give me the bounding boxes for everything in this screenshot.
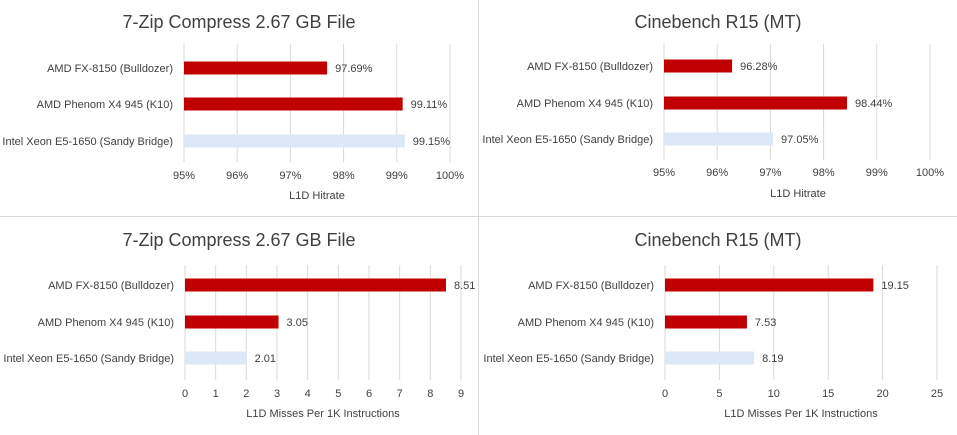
x-tick-label: 100% (436, 170, 464, 182)
bar (664, 132, 774, 146)
bar (184, 61, 328, 75)
bar (664, 96, 848, 110)
x-tick-label: 99% (386, 170, 408, 182)
category-label: AMD Phenom X4 945 (K10) (518, 317, 654, 329)
x-tick-label: 97% (759, 167, 781, 179)
chart-svg: 7-Zip Compress 2.67 GB File 0 1 2 3 4 5 6 7 8 9 AM… (3, 230, 475, 420)
bar (185, 315, 279, 329)
bar (185, 278, 446, 292)
x-tick-label: 8 (427, 388, 433, 400)
plot-area: 0 1 2 3 4 5 6 7 8 9 AMD FX-8150 (Bulldozer) 8.51 AMD… (3, 265, 475, 400)
data-label: 8.19 (762, 353, 783, 365)
plot-area: 95% 96% 97% 98% 99% 100% AMD FX-8150 (Bulldoze… (482, 44, 944, 179)
x-tick-label: 1 (213, 388, 219, 400)
chart-panel-zip-misses: 7-Zip Compress 2.67 GB File 0 1 2 3 4 5 6 7 8 9 AM… (0, 217, 479, 435)
category-label: AMD Phenom X4 945 (K10) (38, 317, 174, 329)
x-tick-label: 95% (653, 167, 675, 179)
x-tick-label: 2 (243, 388, 249, 400)
data-label: 3.05 (287, 317, 308, 329)
chart-svg: Cinebench R15 (MT) 0 5 10 15 20 25 AMD FX-8150… (483, 230, 943, 420)
data-label: 99.11% (411, 99, 448, 111)
chart-panel-zip-hitrate: 7-Zip Compress 2.67 GB File 95% 96% 97% 98%… (0, 0, 479, 217)
category-label: Intel Xeon E5-1650 (Sandy Bridge) (482, 134, 653, 146)
data-label: 97.05% (781, 134, 819, 146)
data-label: 7.53 (755, 317, 776, 329)
category-label: Intel Xeon E5-1650 (Sandy Bridge) (483, 353, 654, 365)
plot-area: 0 5 10 15 20 25 AMD FX-8150 (Bulldozer) 19.15 AM… (483, 265, 943, 400)
bar (665, 315, 747, 329)
bar (664, 59, 733, 73)
x-tick-label: 5 (335, 388, 341, 400)
chart-panel-cinebench-hitrate: Cinebench R15 (MT) 95% 96% 97% 98% 99% 100% AM… (479, 0, 957, 217)
x-tick-label: 6 (366, 388, 372, 400)
data-label: 97.69% (335, 63, 373, 75)
x-tick-label: 25 (931, 388, 943, 400)
chart-title: Cinebench R15 (MT) (634, 12, 801, 32)
plot-area: 95% 96% 97% 98% 99% 100% AMD FX-8150 (Bulldoze… (2, 44, 464, 182)
category-label: AMD Phenom X4 945 (K10) (517, 98, 653, 110)
chart-svg: 7-Zip Compress 2.67 GB File 95% 96% 97% 98%… (2, 12, 464, 202)
chart-title: 7-Zip Compress 2.67 GB File (122, 230, 355, 250)
bar (665, 351, 755, 365)
x-tick-label: 98% (813, 167, 835, 179)
x-tick-label: 98% (333, 170, 355, 182)
category-label: Intel Xeon E5-1650 (Sandy Bridge) (3, 353, 174, 365)
x-tick-label: 20 (876, 388, 888, 400)
x-axis-label: L1D Misses Per 1K Instructions (246, 408, 400, 420)
chart-title: 7-Zip Compress 2.67 GB File (122, 12, 355, 32)
x-tick-label: 0 (182, 388, 188, 400)
x-tick-label: 96% (226, 170, 248, 182)
chart-panel-cinebench-misses: Cinebench R15 (MT) 0 5 10 15 20 25 AMD FX-8150… (479, 217, 957, 435)
category-label: AMD FX-8150 (Bulldozer) (527, 61, 653, 73)
category-label: AMD Phenom X4 945 (K10) (37, 99, 173, 111)
data-label: 99.15% (413, 136, 451, 148)
data-label: 19.15 (881, 280, 909, 292)
x-axis-label: L1D Hitrate (289, 190, 345, 202)
x-tick-label: 0 (662, 388, 668, 400)
x-tick-label: 95% (173, 170, 195, 182)
bar (185, 351, 247, 365)
data-label: 2.01 (255, 353, 276, 365)
x-tick-label: 5 (716, 388, 722, 400)
x-axis-label: L1D Hitrate (770, 188, 826, 200)
x-tick-label: 9 (458, 388, 464, 400)
chart-svg: Cinebench R15 (MT) 95% 96% 97% 98% 99% 100% AM… (482, 12, 944, 200)
category-label: AMD FX-8150 (Bulldozer) (48, 280, 174, 292)
data-label: 96.28% (740, 61, 778, 73)
x-tick-label: 100% (916, 167, 944, 179)
x-tick-label: 96% (706, 167, 728, 179)
category-label: AMD FX-8150 (Bulldozer) (528, 280, 654, 292)
data-label: 8.51 (454, 280, 475, 292)
x-tick-label: 97% (279, 170, 301, 182)
x-tick-label: 7 (397, 388, 403, 400)
data-label: 98.44% (855, 98, 893, 110)
x-tick-label: 99% (866, 167, 888, 179)
bar (184, 97, 403, 111)
x-tick-label: 10 (768, 388, 780, 400)
x-tick-label: 4 (305, 388, 311, 400)
chart-title: Cinebench R15 (MT) (634, 230, 801, 250)
category-label: Intel Xeon E5-1650 (Sandy Bridge) (2, 136, 173, 148)
x-tick-label: 3 (274, 388, 280, 400)
x-axis-label: L1D Misses Per 1K Instructions (724, 408, 878, 420)
bar (184, 134, 405, 148)
bar (665, 278, 874, 292)
x-tick-label: 15 (822, 388, 834, 400)
category-label: AMD FX-8150 (Bulldozer) (47, 63, 173, 75)
